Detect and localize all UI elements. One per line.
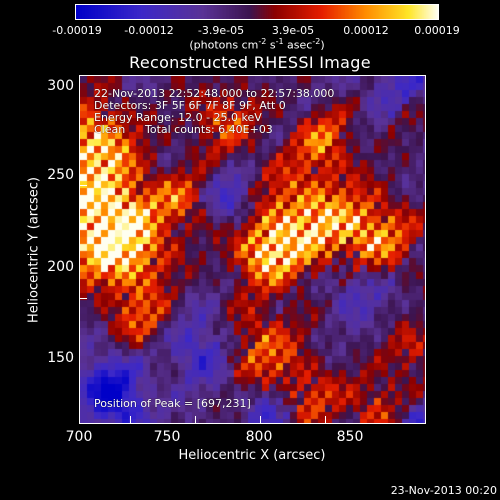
detectors-annotation: Detectors: 3F 5F 6F 7F 8F 9F, Att 0 (94, 99, 286, 112)
peak-annotation: Position of Peak = [697,231] (94, 397, 251, 410)
image-plot (79, 75, 426, 424)
colorbar-tick-label: 0.00012 (343, 24, 389, 37)
x-tick-mark (325, 416, 326, 423)
clean-annotation: Clean (94, 123, 126, 136)
colorbar-tick-label: 0.00019 (414, 24, 460, 37)
y-tick-label: 150 (47, 350, 74, 366)
y-tick-mark (80, 298, 87, 299)
colorbar (75, 4, 439, 20)
x-axis-label: Heliocentric X (arcsec) (178, 448, 326, 463)
x-tick-label: 700 (65, 429, 93, 445)
plot-title: Reconstructed RHESSI Image (129, 53, 371, 72)
colorbar-tick-label: -0.00012 (124, 24, 174, 37)
colorbar-tick-label: 3.9e-05 (271, 24, 315, 37)
x-tick-label: 850 (336, 429, 364, 445)
x-tick-mark (195, 416, 196, 423)
x-tick-label: 750 (153, 429, 181, 445)
total-counts-annotation: Total counts: 6.40E+03 (145, 123, 273, 136)
x-tick-mark (260, 416, 261, 423)
y-tick-label: 300 (47, 78, 74, 94)
energy-annotation: Energy Range: 12.0 - 25.0 keV (94, 111, 262, 124)
y-axis-label: Heliocentric Y (arcsec) (26, 177, 42, 323)
y-tick-mark (80, 185, 87, 186)
colorbar-units: (photons cm-2 s-1 asec-2) (189, 37, 325, 52)
colorbar-tick-label: -3.9e-05 (197, 24, 245, 37)
x-tick-mark (130, 416, 131, 423)
colorbar-tick-label: -0.00019 (52, 24, 102, 37)
time-range-annotation: 22-Nov-2013 22:52:48.000 to 22:57:38.000 (94, 87, 335, 100)
y-tick-label: 250 (47, 167, 74, 183)
rhessi-image (80, 76, 425, 423)
y-tick-label: 200 (47, 259, 74, 275)
x-tick-label: 800 (245, 429, 273, 445)
plot-timestamp: 23-Nov-2013 00:20 (390, 484, 497, 497)
